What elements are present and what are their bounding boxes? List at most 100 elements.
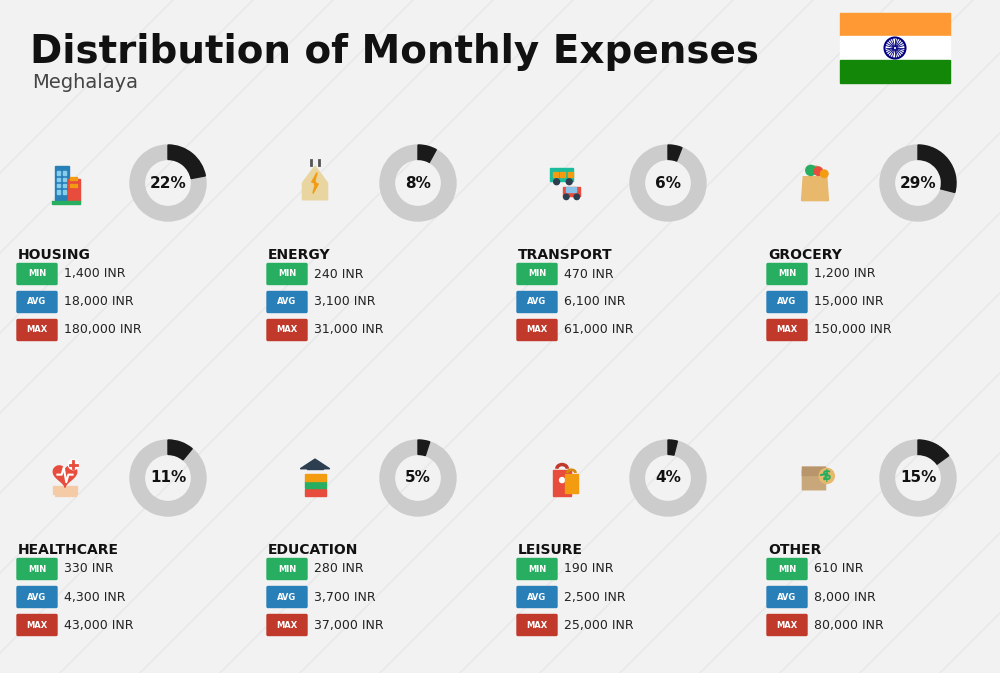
Text: 3,700 INR: 3,700 INR (314, 590, 376, 604)
Wedge shape (880, 145, 956, 221)
Text: 330 INR: 330 INR (64, 563, 114, 575)
FancyBboxPatch shape (267, 559, 307, 579)
Wedge shape (168, 440, 192, 460)
Circle shape (819, 468, 834, 483)
Text: 8,000 INR: 8,000 INR (814, 590, 876, 604)
Bar (52, 201, 80, 204)
Bar (304, 489, 326, 495)
Wedge shape (668, 440, 677, 455)
Text: MAX: MAX (26, 326, 48, 334)
Text: 470 INR: 470 INR (564, 267, 614, 281)
Wedge shape (880, 440, 956, 516)
Text: 280 INR: 280 INR (314, 563, 364, 575)
Text: 43,000 INR: 43,000 INR (64, 618, 134, 631)
Text: 80,000 INR: 80,000 INR (814, 618, 884, 631)
Bar (560, 172, 565, 177)
Bar (57, 178, 60, 181)
Bar (57, 190, 60, 194)
Text: Meghalaya: Meghalaya (32, 73, 138, 92)
Text: 3,100 INR: 3,100 INR (314, 295, 376, 308)
Text: 6,100 INR: 6,100 INR (564, 295, 626, 308)
FancyBboxPatch shape (767, 291, 807, 312)
Bar (840, 13, 950, 36)
FancyBboxPatch shape (767, 586, 807, 608)
Text: 1,200 INR: 1,200 INR (814, 267, 876, 281)
FancyBboxPatch shape (67, 491, 71, 497)
Text: 180,000 INR: 180,000 INR (64, 324, 142, 336)
Text: 31,000 INR: 31,000 INR (314, 324, 384, 336)
Text: HOUSING: HOUSING (18, 248, 91, 262)
Text: 8%: 8% (405, 176, 431, 190)
Wedge shape (168, 145, 205, 178)
Text: MAX: MAX (776, 621, 798, 629)
Text: AVG: AVG (527, 297, 547, 306)
Text: AVG: AVG (777, 592, 797, 602)
Circle shape (574, 194, 579, 200)
FancyBboxPatch shape (17, 291, 57, 312)
Bar (63, 171, 66, 174)
Wedge shape (418, 145, 436, 162)
Wedge shape (130, 145, 206, 221)
FancyBboxPatch shape (767, 559, 807, 579)
FancyBboxPatch shape (517, 291, 557, 312)
Text: MIN: MIN (28, 269, 46, 279)
Bar (553, 470, 571, 495)
Text: AVG: AVG (27, 297, 47, 306)
Bar (563, 187, 580, 196)
Text: MIN: MIN (28, 565, 46, 573)
FancyBboxPatch shape (56, 491, 60, 497)
Bar (565, 474, 578, 493)
FancyBboxPatch shape (267, 264, 307, 285)
Polygon shape (302, 166, 328, 200)
Text: MAX: MAX (776, 326, 798, 334)
FancyBboxPatch shape (517, 320, 557, 341)
Bar (304, 474, 326, 481)
Bar (304, 481, 326, 488)
Text: AVG: AVG (277, 592, 297, 602)
FancyBboxPatch shape (17, 586, 57, 608)
Bar (63, 178, 66, 181)
Text: 25,000 INR: 25,000 INR (564, 618, 634, 631)
FancyBboxPatch shape (517, 586, 557, 608)
Text: MIN: MIN (528, 269, 546, 279)
Text: 5%: 5% (405, 470, 431, 485)
Text: MIN: MIN (528, 565, 546, 573)
Polygon shape (312, 172, 318, 194)
Text: 240 INR: 240 INR (314, 267, 364, 281)
Bar (74, 177, 77, 180)
Bar (840, 36, 950, 60)
Text: ENERGY: ENERGY (268, 248, 331, 262)
FancyBboxPatch shape (17, 320, 57, 341)
Bar (63, 184, 66, 187)
FancyBboxPatch shape (517, 614, 557, 635)
FancyBboxPatch shape (767, 614, 807, 635)
Polygon shape (300, 459, 330, 469)
Bar (53, 487, 77, 494)
Text: 6%: 6% (655, 176, 681, 190)
Text: 37,000 INR: 37,000 INR (314, 618, 384, 631)
Bar (568, 172, 573, 177)
Bar (70, 184, 73, 187)
Bar (57, 184, 60, 187)
Text: HEALTHCARE: HEALTHCARE (18, 543, 119, 557)
FancyBboxPatch shape (517, 559, 557, 579)
FancyBboxPatch shape (802, 471, 826, 490)
Wedge shape (630, 440, 706, 516)
Circle shape (806, 166, 816, 176)
Circle shape (814, 167, 823, 176)
Text: Distribution of Monthly Expenses: Distribution of Monthly Expenses (30, 33, 759, 71)
Text: AVG: AVG (277, 297, 297, 306)
Text: 11%: 11% (150, 470, 186, 485)
Text: MIN: MIN (278, 269, 296, 279)
Text: 4%: 4% (655, 470, 681, 485)
Bar (68, 179, 80, 202)
Wedge shape (418, 440, 430, 456)
Circle shape (68, 460, 78, 470)
Text: MIN: MIN (778, 565, 796, 573)
Polygon shape (802, 177, 828, 201)
Circle shape (820, 170, 828, 178)
Text: GROCERY: GROCERY (768, 248, 842, 262)
FancyBboxPatch shape (267, 614, 307, 635)
FancyBboxPatch shape (767, 264, 807, 285)
Text: EDUCATION: EDUCATION (268, 543, 358, 557)
